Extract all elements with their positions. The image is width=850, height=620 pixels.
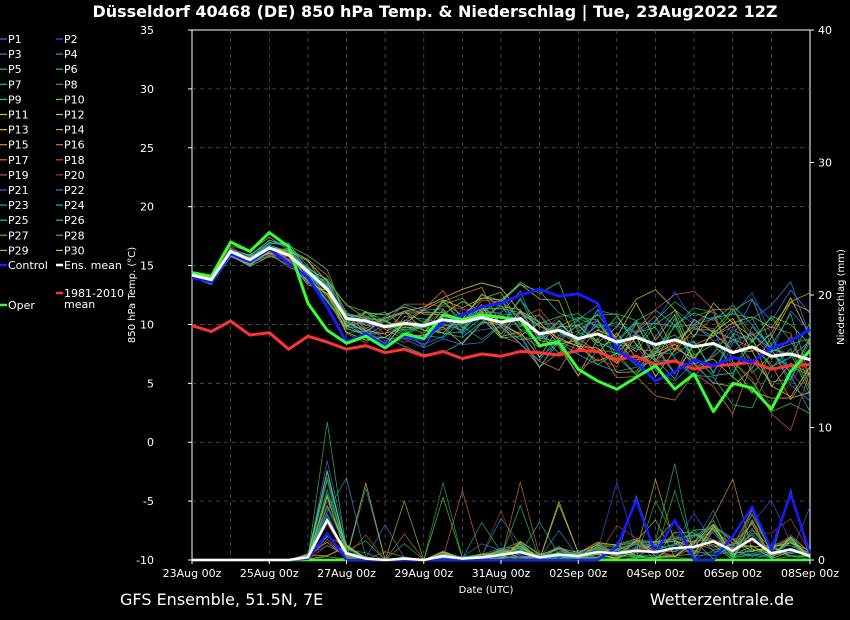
legend-label: P4 [64,48,78,61]
y-tick-label: 0 [147,436,154,449]
legend-label: P23 [8,199,29,212]
legend-label: P24 [64,199,85,212]
y2-axis-label: Niederschlag (mm) [836,249,847,345]
x-tick-label: 08Sep 00z [781,567,839,580]
legend-label: P2 [64,33,78,46]
legend-label: P13 [8,124,29,137]
series-line-oper [191,231,812,414]
axes: 35 30 25 20 15 10 5 0 -5 -10 40 30 20 10 0 23Aug 00z 25A… [136,24,839,580]
legend-label: P8 [64,78,78,91]
legend-label: 1981-2010 [64,287,124,300]
y2-tick-label: 10 [818,422,832,435]
legend-label: Ens. mean [64,259,122,272]
legend-label: P6 [64,63,78,76]
legend-label: mean [64,298,95,311]
y2-tick-label: 40 [818,24,832,37]
mean-precip-line [192,517,811,562]
legend-label: P16 [64,139,85,152]
x-tick-label: 31Aug 00z [472,567,531,580]
member-temp-line [191,246,811,378]
y-tick-label: -5 [143,495,154,508]
legend-label: P11 [8,109,29,122]
legend-label: P29 [8,244,29,257]
y-axis-label: 850 hPa Temp. (°C) [127,247,138,343]
y-tick-label: 15 [140,260,154,273]
legend-label: P19 [8,169,29,182]
x-axis-label: Date (UTC) [459,585,514,596]
member-temp-line [191,248,811,379]
legend-label: P21 [8,184,29,197]
y2-tick-label: 0 [818,554,825,567]
x-tick-label: 27Aug 00z [317,567,376,580]
series-line-1981-2010-mean [191,319,811,371]
legend: P1 P2 P3 P4 P5 P6 P7 P8 P9 P10 P11 P12 P13 P14 P15 P16 P… [0,33,124,312]
legend-label: P9 [8,93,22,106]
legend-label: Control [8,259,48,272]
legend-label: P15 [8,139,29,152]
x-tick-label: 04Sep 00z [627,567,685,580]
legend-label: Oper [8,299,35,312]
y-tick-label: 30 [140,83,154,96]
legend-label: P28 [64,229,85,242]
legend-label: P26 [64,214,85,227]
legend-label: P10 [64,93,85,106]
member-temp-line [191,250,811,391]
footer-source: Wetterzentrale.de [650,590,794,609]
legend-label: P17 [8,154,29,167]
legend-label: P22 [64,184,85,197]
legend-label: P20 [64,169,85,182]
x-tick-label: 06Sep 00z [704,567,762,580]
legend-label: P30 [64,244,85,257]
footer-model-info: GFS Ensemble, 51.5N, 7E [120,590,323,609]
legend-label: P1 [8,33,22,46]
x-tick-label: 25Aug 00z [240,567,299,580]
x-tick-label: 02Sep 00z [549,567,607,580]
legend-label: P12 [64,109,85,122]
legend-label: P3 [8,48,22,61]
legend-label: P5 [8,63,22,76]
legend-label: P18 [64,154,85,167]
x-tick-label: 29Aug 00z [394,567,453,580]
y-tick-label: 35 [140,24,154,37]
chart-title: Düsseldorf 40468 (DE) 850 hPa Temp. & Ni… [92,2,777,22]
series-line-ens-mean [191,246,811,362]
y2-tick-label: 20 [818,289,832,302]
legend-label: P27 [8,229,29,242]
grid-lines [192,30,810,560]
legend-label: P25 [8,214,29,227]
y-tick-label: -10 [136,554,154,567]
y-tick-label: 20 [140,201,154,214]
y2-tick-label: 30 [818,157,832,170]
y-tick-label: 5 [147,377,154,390]
x-tick-label: 23Aug 00z [163,567,222,580]
legend-label: P14 [64,124,85,137]
legend-label: P7 [8,78,22,91]
y-tick-label: 10 [140,318,154,331]
y-tick-label: 25 [140,142,154,155]
